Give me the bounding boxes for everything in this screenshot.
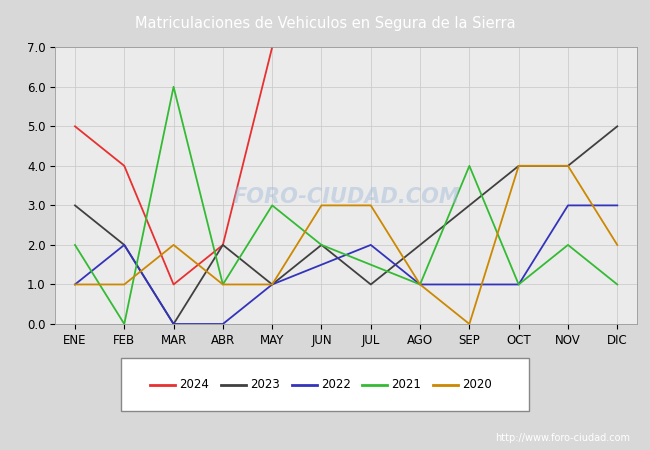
2023	[367, 282, 374, 287]
2020	[318, 202, 326, 208]
2020	[564, 163, 572, 169]
2021	[219, 282, 227, 287]
2021	[465, 163, 473, 169]
2024	[219, 242, 227, 248]
2021	[268, 202, 276, 208]
Text: http://www.foro-ciudad.com: http://www.foro-ciudad.com	[495, 432, 630, 443]
2023	[219, 242, 227, 248]
Text: 2022: 2022	[321, 378, 351, 391]
2020	[515, 163, 523, 169]
2022	[465, 282, 473, 287]
2020	[71, 282, 79, 287]
Line: 2021: 2021	[75, 87, 618, 324]
2022	[614, 202, 621, 208]
Line: 2024: 2024	[75, 47, 272, 284]
2020	[120, 282, 128, 287]
2020	[416, 282, 424, 287]
Line: 2023: 2023	[75, 126, 618, 324]
2023	[268, 282, 276, 287]
2024	[170, 282, 177, 287]
2023	[564, 163, 572, 169]
Text: Matriculaciones de Vehiculos en Segura de la Sierra: Matriculaciones de Vehiculos en Segura d…	[135, 16, 515, 31]
2020	[268, 282, 276, 287]
2021	[71, 242, 79, 248]
Line: 2022: 2022	[75, 205, 618, 324]
2024	[120, 163, 128, 169]
2020	[170, 242, 177, 248]
2021	[120, 321, 128, 327]
2022	[515, 282, 523, 287]
2021	[367, 262, 374, 267]
2023	[614, 124, 621, 129]
2021	[416, 282, 424, 287]
2023	[120, 242, 128, 248]
Text: FORO-CIUDAD.COM: FORO-CIUDAD.COM	[232, 187, 460, 207]
Line: 2020: 2020	[75, 166, 618, 324]
2020	[614, 242, 621, 248]
2023	[170, 321, 177, 327]
Text: 2020: 2020	[462, 378, 492, 391]
2024	[71, 124, 79, 129]
2022	[219, 321, 227, 327]
2023	[465, 202, 473, 208]
Text: 2024: 2024	[179, 378, 209, 391]
2021	[170, 84, 177, 90]
2021	[614, 282, 621, 287]
2021	[564, 242, 572, 248]
Text: 2021: 2021	[391, 378, 421, 391]
2022	[367, 242, 374, 248]
2023	[515, 163, 523, 169]
2023	[318, 242, 326, 248]
2021	[318, 242, 326, 248]
Text: 2023: 2023	[250, 378, 280, 391]
2022	[120, 242, 128, 248]
2023	[416, 242, 424, 248]
FancyBboxPatch shape	[121, 358, 529, 411]
2022	[416, 282, 424, 287]
2022	[268, 282, 276, 287]
2020	[367, 202, 374, 208]
2020	[465, 321, 473, 327]
2022	[318, 262, 326, 267]
2023	[71, 202, 79, 208]
2021	[515, 282, 523, 287]
2022	[71, 282, 79, 287]
2022	[170, 321, 177, 327]
2020	[219, 282, 227, 287]
2022	[564, 202, 572, 208]
2024	[268, 45, 276, 50]
